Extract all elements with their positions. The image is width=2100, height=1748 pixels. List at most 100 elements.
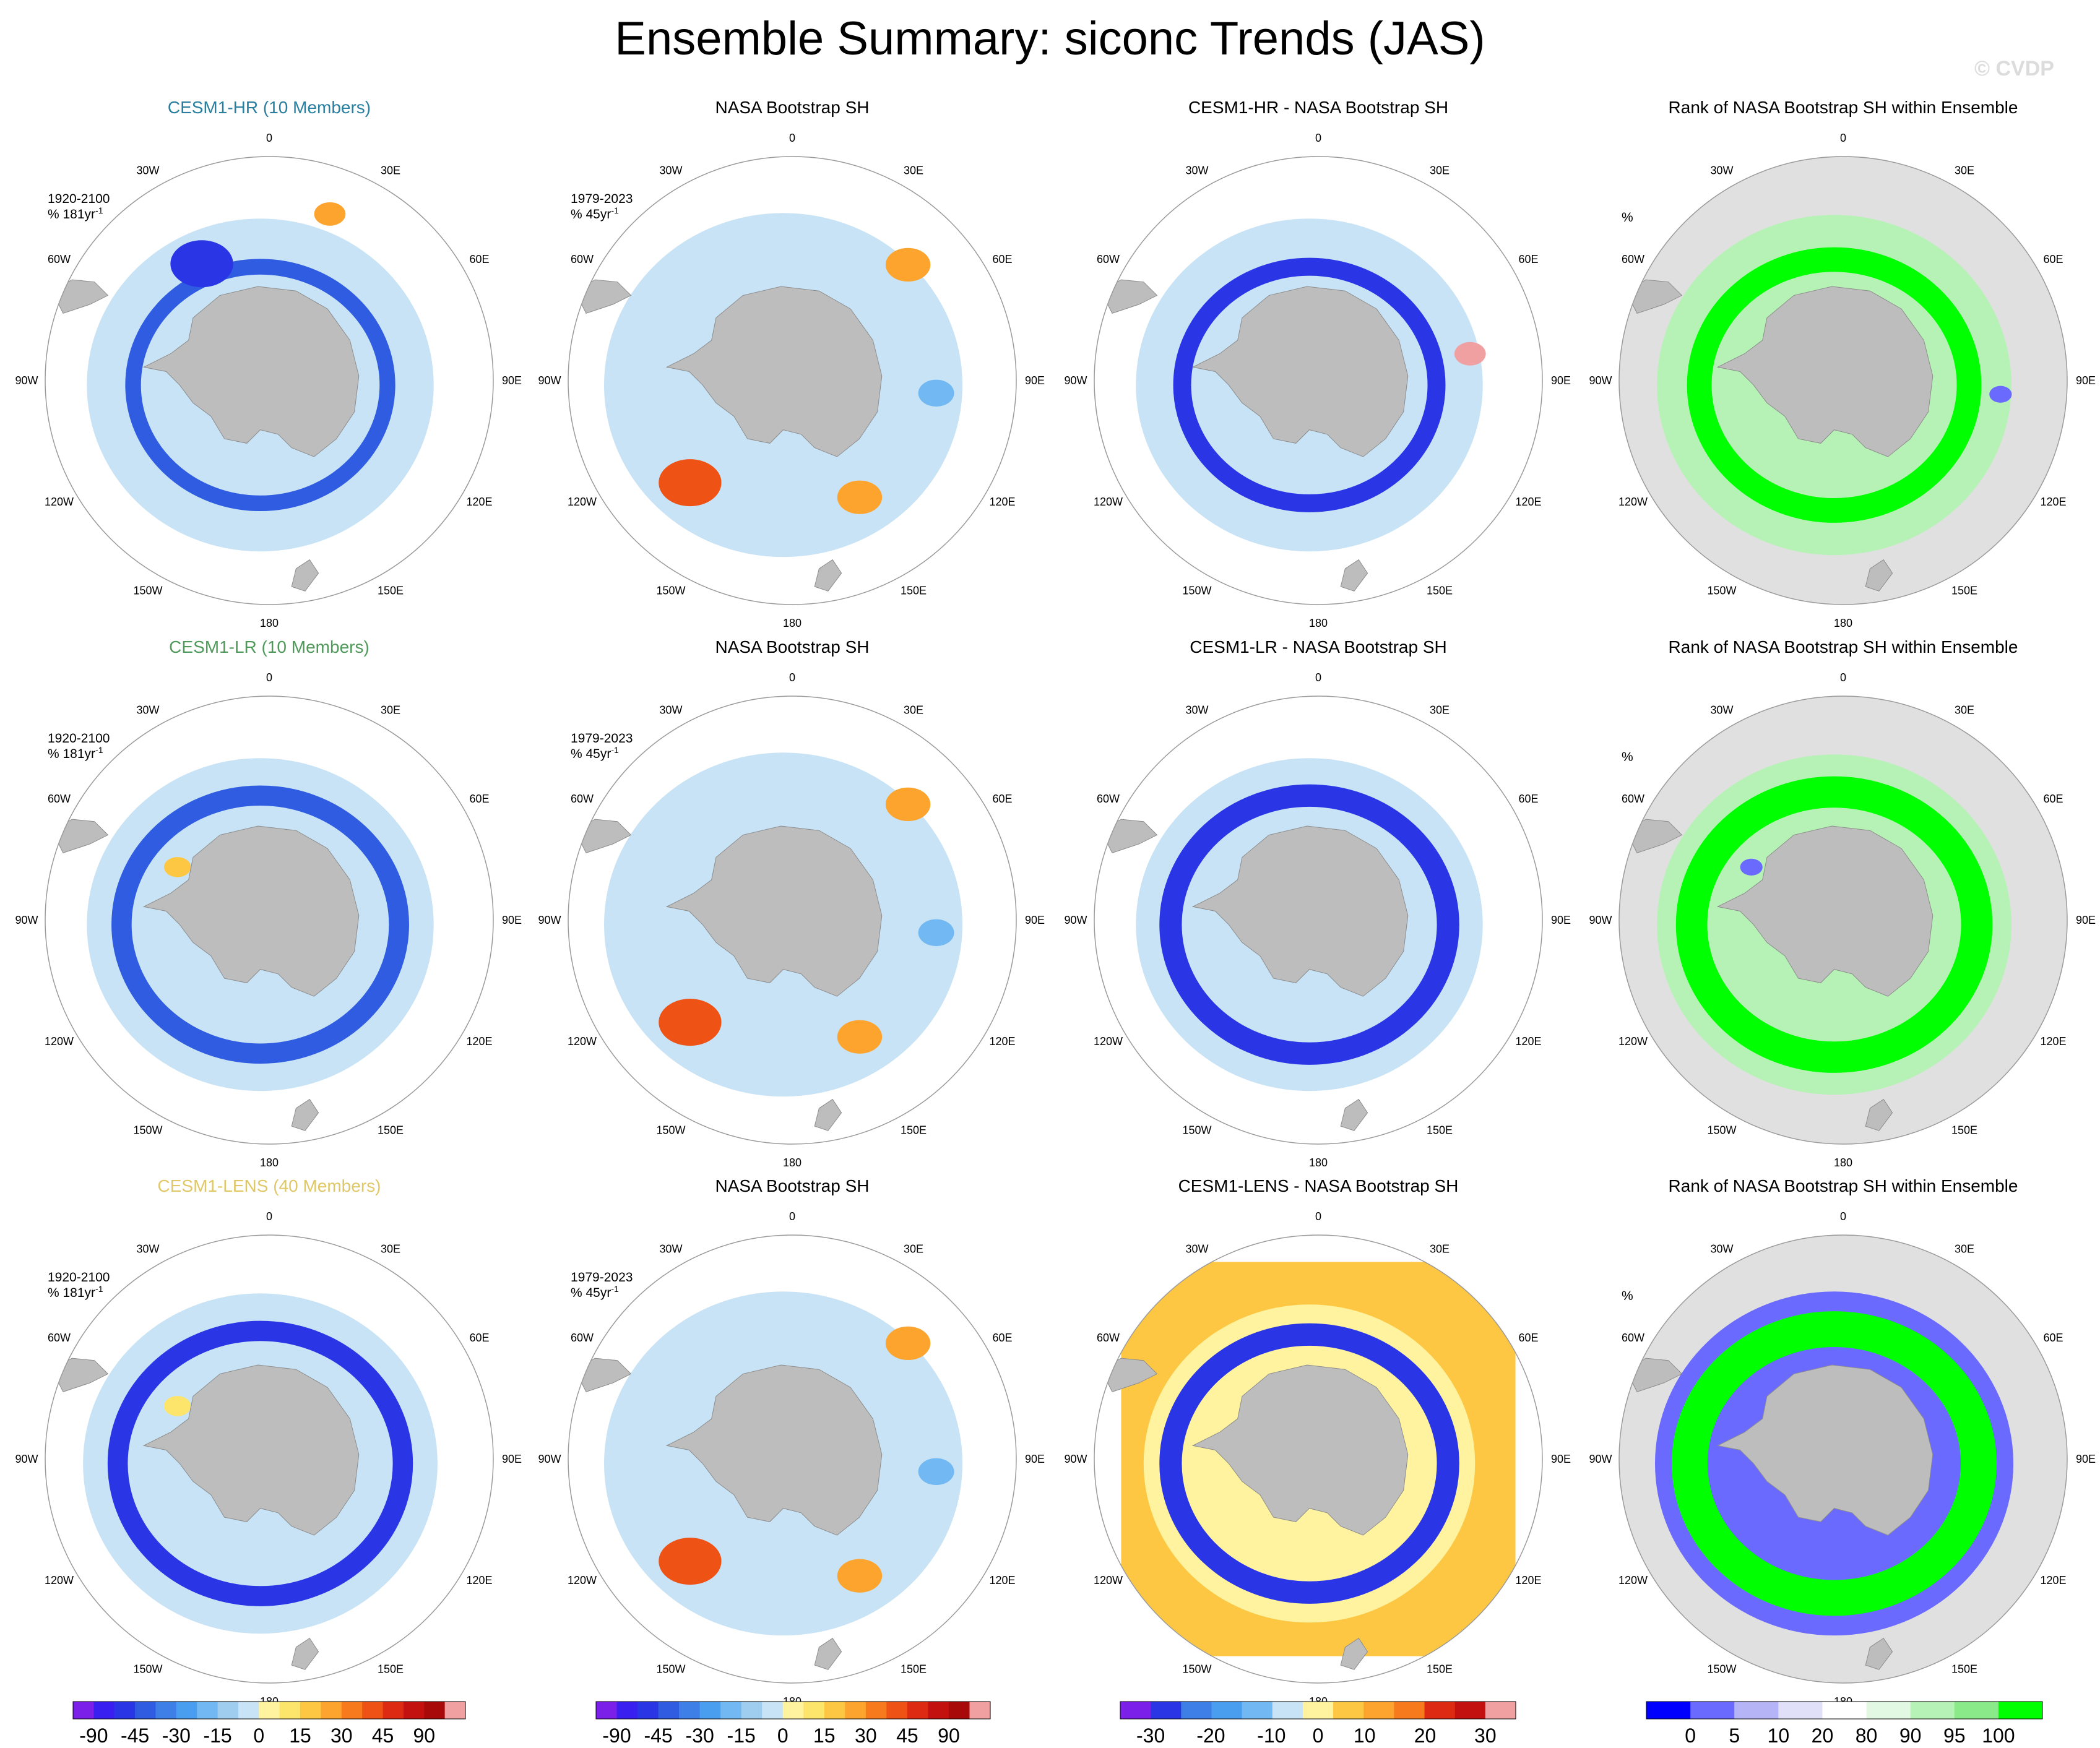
longitude-label: 30W [1710,165,1733,177]
south-america-land [1100,279,1158,314]
colorbar-tick-label: -20 [1196,1724,1225,1747]
colorbar-swatch [1778,1702,1823,1719]
longitude-label: 60E [1518,253,1538,265]
longitude-label: 60W [1097,1332,1120,1344]
longitude-label: 150E [901,584,927,596]
longitude-label: 150W [133,1663,162,1675]
longitude-label: 30E [1430,165,1450,177]
antarctica-land [665,286,883,457]
units-exponent: -1 [95,745,103,755]
longitude-label: 90W [1589,1453,1612,1465]
longitude-label: 90E [1551,914,1571,926]
longitude-label: 150E [1427,1663,1453,1675]
units-exponent: -1 [95,205,103,215]
colorbar-swatch [1151,1702,1182,1719]
colorbar-tick-label: 10 [1354,1724,1376,1747]
longitude-label: 30E [1955,165,1974,177]
longitude-label: 150E [378,584,404,596]
longitude-label: 150W [656,1124,685,1136]
field-ring [107,1320,413,1606]
longitude-label: 180 [260,617,279,629]
longitude-label: 30E [904,704,923,717]
cvdp-watermark: © CVDP [1974,57,2054,80]
field-anomaly [885,248,931,282]
colorbar-tick-label: 90 [938,1724,960,1747]
longitude-label: 120E [989,1574,1015,1587]
colorbar-swatch [1822,1702,1867,1719]
longitude-label: 30W [659,1243,682,1255]
colorbar-swatch [1333,1702,1364,1719]
longitude-label: 90E [1025,1453,1045,1465]
colorbar-tick-label: 90 [413,1724,435,1747]
field-anomaly [918,379,954,407]
colorbar-1: -90 -45 -30 -15 0 15 30 45 90 [72,1701,466,1747]
map-boundary [568,1234,1017,1684]
colorbar-frame [1120,1701,1516,1720]
colorbar-swatch [762,1702,784,1719]
longitude-label: 0 [266,671,272,684]
longitude-label: 60W [48,253,71,265]
colorbar-swatch [93,1702,115,1719]
colorbar-swatch [1646,1702,1691,1719]
colorbar-swatch [1242,1702,1273,1719]
longitude-label: 60W [1097,793,1120,805]
colorbar-swatch [1120,1702,1151,1719]
panel-title: Rank of NASA Bootstrap SH within Ensembl… [1669,98,2018,117]
longitude-label: 90E [2076,374,2096,387]
longitude-label: 120E [2040,1574,2066,1587]
panel-title: Rank of NASA Bootstrap SH within Ensembl… [1669,1176,2018,1195]
longitude-label: 120E [989,496,1015,508]
longitude-label: 90W [15,914,38,926]
antarctica-land [142,286,360,457]
colorbar-swatch [176,1702,197,1719]
longitude-label: 150W [133,584,162,596]
colorbar-swatch [969,1702,991,1719]
longitude-label: 60W [48,793,71,805]
longitude-label: 90W [538,914,561,926]
longitude-label: 60W [1622,253,1644,265]
longitude-label: 90E [1551,374,1571,387]
longitude-label: 150E [378,1124,404,1136]
colorbar-tick-label: -90 [79,1724,108,1747]
map-panel-1-3: 0 30E 60E 90E 120E 150E 180 150W 120W 90W 60W 30W CE… [1064,98,1571,629]
map-panel-1-1: 0 30E 60E 90E 120E 150E 180 150W 120W 90W 60W 30W CE… [15,98,522,629]
colorbar-swatch [658,1702,680,1719]
colorbar-tick-label: -15 [203,1724,231,1747]
colorbar-swatch [1363,1702,1394,1719]
longitude-label: 30E [381,165,400,177]
longitude-label: 90E [502,374,522,387]
colorbar-swatch [382,1702,404,1719]
south-america-land [1100,819,1158,854]
period-label: 1979-2023 [571,1270,633,1285]
colorbar-swatch [1485,1702,1516,1719]
colorbar-swatch [73,1702,94,1719]
longitude-label: 60E [992,253,1012,265]
longitude-label: 120E [1515,1035,1541,1048]
longitude-label: 120W [1618,1574,1648,1587]
longitude-label: 30W [136,704,159,717]
map-panel-2-4: 0 30E 60E 90E 120E 150E 180 150W 120W 90W 60W 30W Ra… [1589,637,2096,1169]
longitude-label: 30W [1710,704,1733,717]
antarctica-land [1191,825,1409,997]
south-america-land [574,279,632,314]
colorbar-swatch [741,1702,763,1719]
map-boundary [568,695,1017,1145]
longitude-label: 30W [136,1243,159,1255]
antarctica-land [142,825,360,997]
units-label: % [1622,1289,1633,1303]
map-panel-3-2: 030E60E90E120E150E180150W120W90W60W30WNA… [538,1176,1045,1708]
longitude-label: 150E [1951,1124,1977,1136]
new-zealand-land [814,1637,842,1670]
map-boundary [45,1234,494,1684]
colorbar-swatch [720,1702,742,1719]
new-zealand-land [1865,559,1893,592]
longitude-label: 90W [1589,374,1612,387]
longitude-label: 90W [1064,1453,1087,1465]
antarctica-land [1191,1364,1409,1536]
longitude-label: 150W [1707,1663,1736,1675]
colorbar-swatch [1211,1702,1243,1719]
longitude-label: 120W [568,1035,597,1048]
colorbar-swatch [259,1702,280,1719]
longitude-label: 0 [1315,1210,1321,1223]
